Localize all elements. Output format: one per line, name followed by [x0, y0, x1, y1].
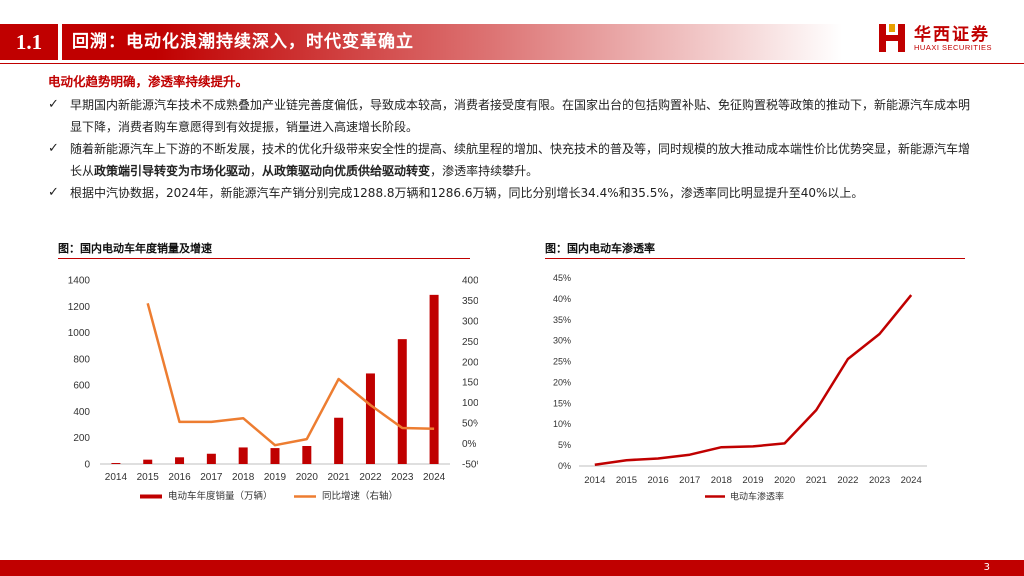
bar — [397, 339, 407, 464]
bar — [238, 447, 248, 464]
y-tick-label: 10% — [553, 419, 571, 429]
legend-swatch-sales — [140, 494, 162, 499]
x-tick-label: 2024 — [901, 475, 922, 486]
lead-statement: 电动化趋势明确，渗透率持续提升。 — [48, 74, 249, 89]
y-tick-label-right: 300% — [462, 316, 478, 327]
legend-label-penetration: 电动车渗透率 — [730, 491, 784, 502]
figure-title-sales: 图：国内电动车年度销量及增速 — [58, 242, 212, 255]
bar — [270, 448, 280, 464]
y-tick-label-left: 600 — [73, 381, 90, 392]
legend-label-sales: 电动车年度销量（万辆） — [168, 490, 273, 502]
bar — [175, 457, 185, 464]
x-tick-label: 2021 — [806, 475, 827, 486]
y-tick-label-left: 1400 — [68, 276, 91, 287]
x-tick-label: 2018 — [711, 475, 732, 486]
y-tick-label-left: 200 — [73, 433, 90, 444]
bullet-text: 随着新能源汽车上下游的不断发展，技术的优化升级带来安全性的提高、续航里程的增加、… — [70, 142, 971, 178]
bullet-list: ✓ 早期国内新能源汽车技术不成熟叠加产业链完善度偏低，导致成本较高，消费者接受度… — [48, 94, 978, 204]
bullet-text: ， — [250, 164, 263, 178]
y-tick-label-left: 1000 — [68, 328, 91, 339]
section-number: 1.1 — [0, 24, 58, 60]
bullet-text: ，渗透率持续攀升。 — [430, 164, 539, 178]
page-number: 3 — [983, 562, 990, 573]
brand-logo: 华西证券 HUAXI SECURITIES — [878, 20, 1008, 60]
check-icon: ✓ — [48, 97, 59, 112]
y-tick-label-left: 1200 — [68, 302, 91, 313]
x-tick-label: 2022 — [359, 472, 382, 483]
y-tick-label: 5% — [558, 440, 571, 450]
y-tick-label: 20% — [553, 377, 571, 387]
huaxi-logo-icon — [879, 24, 905, 52]
y-tick-label-left: 0 — [84, 460, 90, 471]
x-tick-label: 2018 — [232, 472, 255, 483]
x-tick-label: 2017 — [200, 472, 223, 483]
x-tick-label: 2019 — [742, 475, 763, 486]
x-tick-label: 2014 — [584, 475, 605, 486]
header-divider — [0, 63, 1024, 64]
bar — [334, 417, 344, 464]
bar — [365, 373, 375, 464]
bar — [429, 294, 439, 464]
page-title: 回溯：电动化浪潮持续深入，时代变革确立 — [72, 32, 414, 52]
x-tick-label: 2020 — [774, 475, 795, 486]
bullet-item: ✓ 随着新能源汽车上下游的不断发展，技术的优化升级带来安全性的提高、续航里程的增… — [48, 138, 978, 182]
brand-name-cn: 华西证券 — [914, 25, 990, 45]
title-bar — [62, 24, 842, 60]
y-tick-label-right: 200% — [462, 357, 478, 368]
x-tick-label: 2017 — [679, 475, 700, 486]
y-tick-label-right: 100% — [462, 398, 478, 409]
bar — [302, 445, 312, 464]
y-tick-label-right: 150% — [462, 378, 478, 389]
y-tick-label-right: 350% — [462, 296, 478, 307]
x-tick-label: 2015 — [616, 475, 637, 486]
brand-name-en: HUAXI SECURITIES — [914, 43, 993, 52]
y-tick-label: 35% — [553, 315, 571, 325]
x-tick-label: 2020 — [296, 472, 319, 483]
x-tick-label: 2014 — [105, 472, 128, 483]
check-icon: ✓ — [48, 185, 59, 200]
x-tick-label: 2021 — [328, 472, 351, 483]
figure-divider — [545, 258, 965, 259]
penetration-chart: 0% 5% 10% 15% 20% 25% 30% 35% 40% 45% 2014 2015 2016… — [553, 273, 927, 502]
y-tick-label-right: 250% — [462, 337, 478, 348]
x-tick-label: 2019 — [264, 472, 287, 483]
y-tick-label: 0% — [558, 461, 571, 471]
footer-bar — [0, 560, 1024, 576]
y-tick-label-left: 800 — [73, 354, 90, 365]
bar — [143, 459, 153, 464]
bullet-emphasis: 从政策驱动向优质供给驱动转变 — [262, 164, 431, 178]
x-tick-label: 2016 — [168, 472, 191, 483]
bullet-emphasis: 政策端引导转变为市场化驱动 — [94, 164, 251, 178]
legend-label-growth: 同比增速（右轴） — [322, 490, 398, 502]
y-tick-label-right: 0% — [462, 439, 477, 450]
bullet-item: ✓ 根据中汽协数据，2024年，新能源汽车产销分别完成1288.8万辆和1286… — [48, 182, 978, 204]
x-tick-label: 2022 — [837, 475, 858, 486]
bullet-text: 早期国内新能源汽车技术不成熟叠加产业链完善度偏低，导致成本较高，消费者接受度有限… — [70, 98, 971, 134]
sales-growth-chart: 0 200 400 600 800 1000 1200 1400 -50% 0% 50% 100% 15… — [68, 276, 478, 503]
y-tick-label: 15% — [553, 398, 571, 408]
check-icon: ✓ — [48, 141, 59, 156]
bar — [111, 463, 121, 464]
y-tick-label-left: 400 — [73, 407, 90, 418]
bar — [206, 453, 216, 464]
y-tick-label: 45% — [553, 273, 571, 283]
penetration-line — [594, 294, 913, 466]
x-tick-label: 2015 — [137, 472, 160, 483]
y-tick-label: 30% — [553, 336, 571, 346]
y-tick-label-right: 50% — [462, 419, 478, 430]
x-tick-label: 2024 — [423, 472, 446, 483]
bullet-text: 根据中汽协数据，2024年，新能源汽车产销分别完成1288.8万辆和1286.6… — [70, 186, 864, 200]
y-tick-label-right: 400% — [462, 276, 478, 287]
x-tick-label: 2023 — [869, 475, 890, 486]
figure-divider — [58, 258, 470, 259]
figure-title-penetration: 图：国内电动车渗透率 — [545, 242, 655, 255]
x-tick-label: 2016 — [648, 475, 669, 486]
growth-line — [146, 302, 435, 447]
x-tick-label: 2023 — [391, 472, 414, 483]
bullet-item: ✓ 早期国内新能源汽车技术不成熟叠加产业链完善度偏低，导致成本较高，消费者接受度… — [48, 94, 978, 138]
y-tick-label-right: -50% — [462, 460, 478, 471]
y-tick-label: 40% — [553, 294, 571, 304]
y-tick-label: 25% — [553, 357, 571, 367]
